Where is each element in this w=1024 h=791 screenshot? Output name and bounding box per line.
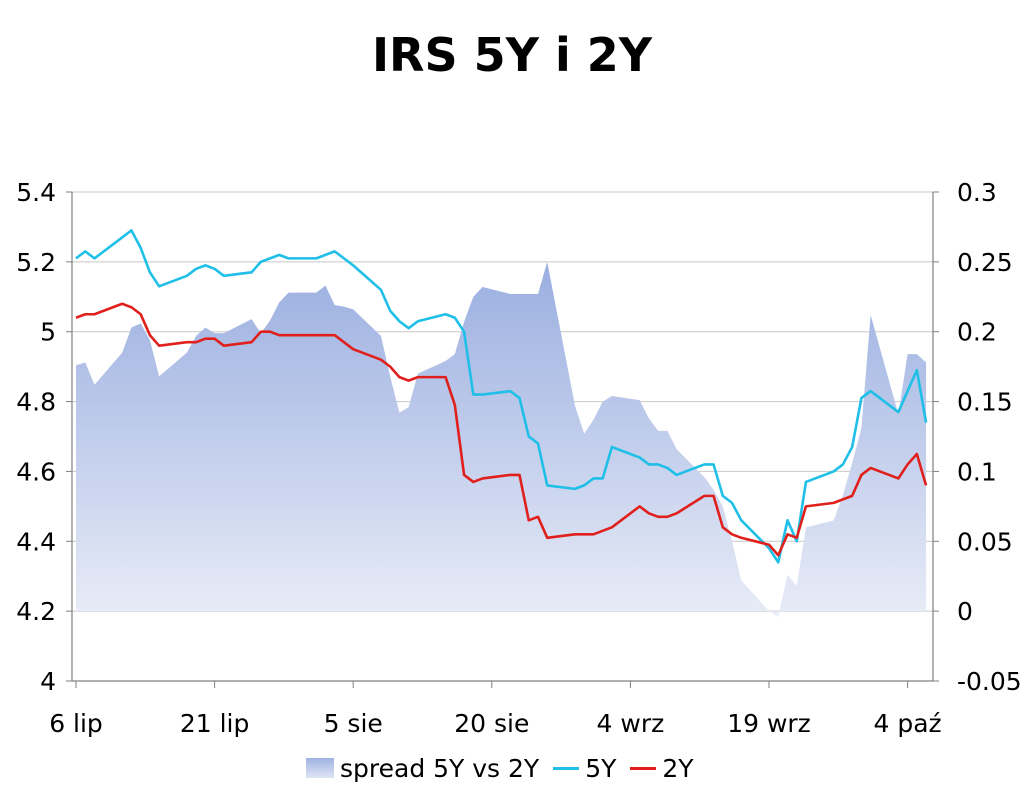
y-left-tick-label: 4.6 xyxy=(16,457,56,486)
y-right-tick-label: 0.15 xyxy=(957,388,1013,417)
legend-swatch-2y xyxy=(630,766,657,770)
x-tick-label: 4 paź xyxy=(874,709,942,738)
x-tick-label: 19 wrz xyxy=(727,709,811,738)
y-left-tick-label: 4 xyxy=(40,667,56,696)
y-right-tick-label: 0.25 xyxy=(957,248,1013,277)
y-right-tick-label: 0 xyxy=(957,597,973,626)
legend-label-spread: spread 5Y vs 2Y xyxy=(340,753,540,783)
y-right-tick-label: 0.1 xyxy=(957,457,997,486)
y-left-tick-label: 4.4 xyxy=(16,527,56,556)
x-tick-label: 21 lip xyxy=(180,709,250,738)
x-tick-label: 6 lip xyxy=(49,709,103,738)
legend-swatch-spread xyxy=(306,758,334,778)
y-left-tick-label: 4.8 xyxy=(16,388,56,417)
y-right-tick-label: 0.05 xyxy=(957,527,1013,556)
chart-legend: spread 5Y vs 2Y 5Y 2Y xyxy=(306,752,708,784)
legend-item-spread: spread 5Y vs 2Y xyxy=(306,754,539,783)
series-line-2y xyxy=(75,302,928,557)
y-right-tick-label: 0.3 xyxy=(957,178,997,207)
x-tick-label: 20 sie xyxy=(454,709,529,738)
x-tick-label: 5 sie xyxy=(324,709,383,738)
x-tick-label: 4 wrz xyxy=(597,709,665,738)
y-left-tick-label: 4.2 xyxy=(16,597,56,626)
chart-title: IRS 5Y i 2Y xyxy=(371,28,653,82)
y-left-tick-label: 5 xyxy=(40,318,56,347)
legend-label-5y: 5Y xyxy=(585,753,617,783)
legend-swatch-5y xyxy=(553,766,580,770)
legend-item-2y: 2Y xyxy=(630,753,694,783)
legend-item-5y: 5Y xyxy=(553,754,616,783)
series-line-5y xyxy=(75,229,928,564)
y-right-tick-label: -0.05 xyxy=(957,667,1022,696)
y-left-tick-label: 5.2 xyxy=(16,248,56,277)
y-left-tick-label: 5.4 xyxy=(16,178,56,207)
y-right-tick-label: 0.2 xyxy=(957,318,997,347)
series-area-spread xyxy=(76,261,927,617)
legend-label-2y: 2Y xyxy=(662,753,694,783)
